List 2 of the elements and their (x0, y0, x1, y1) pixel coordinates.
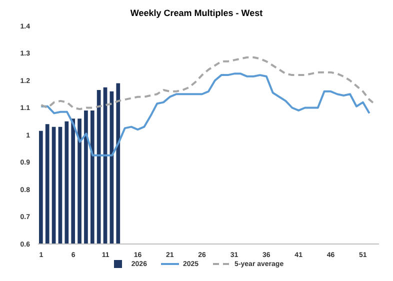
line-series (40, 72, 370, 156)
chart-title: Weekly Cream Multiples - West (129, 8, 264, 18)
